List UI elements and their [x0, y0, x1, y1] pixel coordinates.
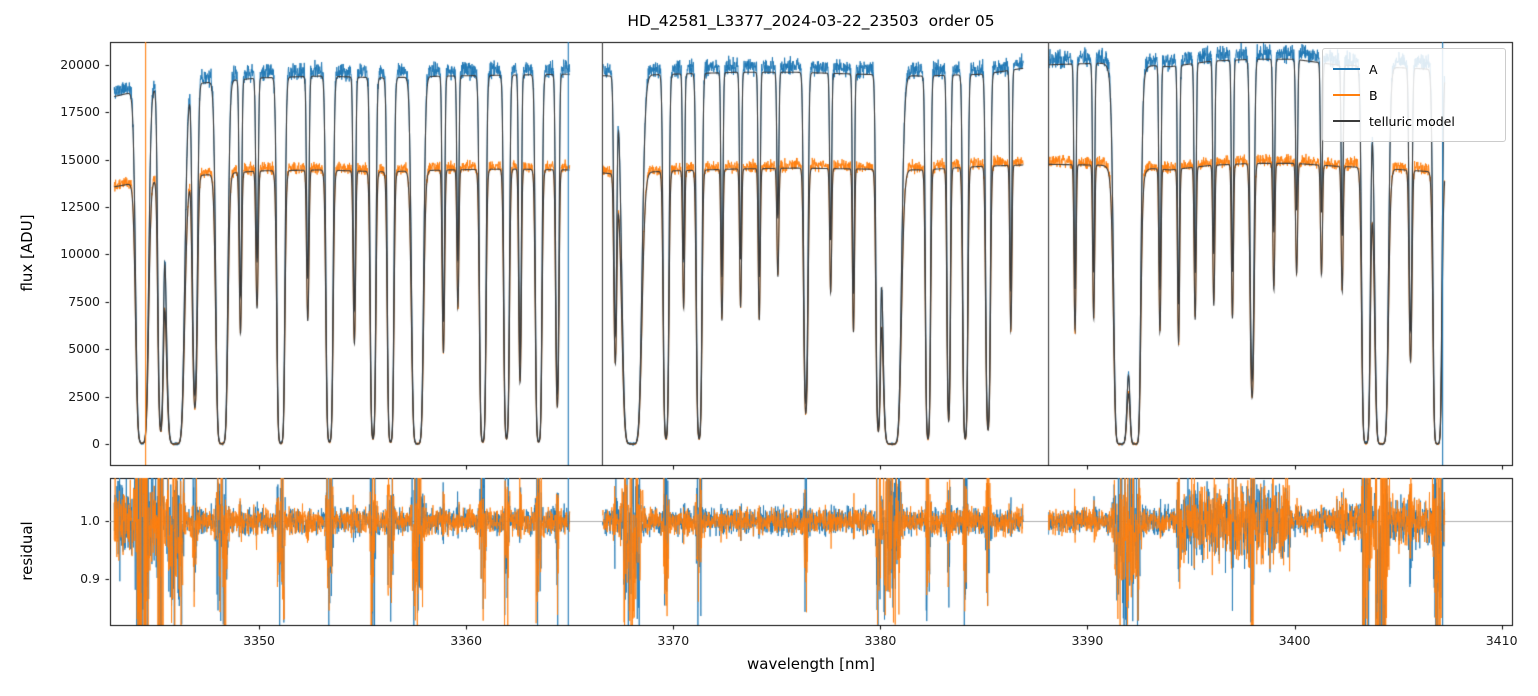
- y-tick-label: 15000: [60, 151, 100, 167]
- legend-item-a: A: [1333, 56, 1495, 82]
- x-tick-label: 3350: [243, 633, 275, 648]
- x-tick-label: 3390: [1071, 633, 1104, 648]
- legend-label-telluric-model: telluric model: [1369, 113, 1455, 129]
- y-tick-label: 2500: [68, 388, 100, 404]
- y-tick-label: 12500: [60, 199, 100, 215]
- legend-label-b: B: [1369, 87, 1378, 103]
- plot-title: HD_42581_L3377_2024-03-22_23503 order 05: [627, 12, 995, 30]
- legend: A B telluric model: [1322, 48, 1506, 142]
- legend-line-a-swatch: [1333, 68, 1360, 70]
- y-tick-label: 7500: [68, 293, 100, 309]
- legend-line-telluric-swatch: [1333, 120, 1360, 122]
- legend-line-b-swatch: [1333, 94, 1360, 96]
- x-tick-label: 3360: [450, 633, 483, 648]
- legend-label-a: A: [1369, 61, 1378, 77]
- x-tick-label: 3380: [864, 633, 897, 648]
- x-tick-label: 3400: [1278, 633, 1311, 648]
- legend-item-b: B: [1333, 82, 1495, 108]
- y-tick-label: 1.0: [80, 513, 100, 529]
- y-tick-label: 20000: [60, 56, 100, 72]
- x-tick-label: 3410: [1485, 633, 1518, 648]
- y-tick-label: 10000: [60, 246, 100, 262]
- wavelength-axis-label: wavelength [nm]: [747, 655, 875, 673]
- y-tick-label: 0.9: [80, 570, 100, 586]
- legend-item-telluric-model: telluric model: [1333, 108, 1495, 134]
- y-tick-label: 5000: [68, 341, 100, 357]
- y-tick-label: 17500: [60, 104, 100, 120]
- y-tick-label: 0: [92, 436, 100, 452]
- x-tick-label: 3370: [657, 633, 690, 648]
